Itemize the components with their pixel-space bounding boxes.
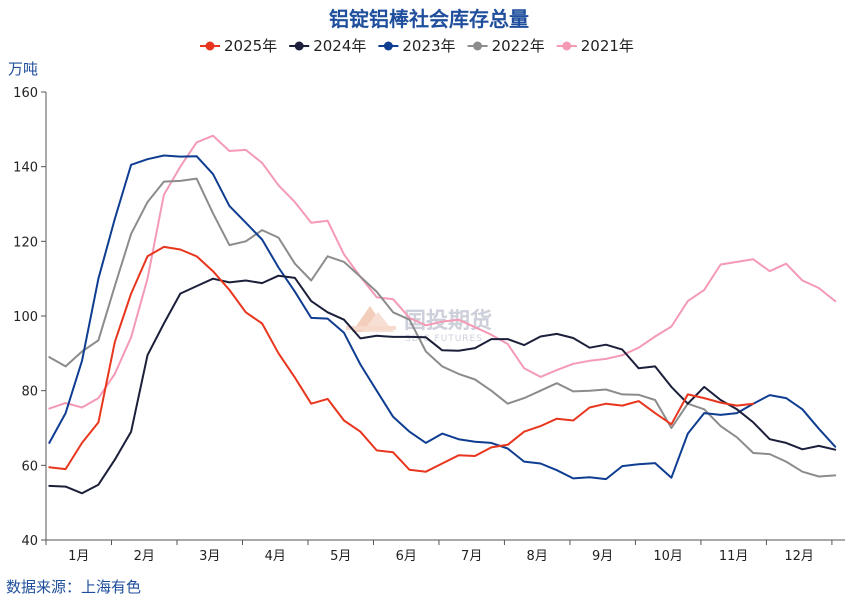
x-tick-label: 1月 bbox=[68, 549, 89, 564]
x-tick-label: 9月 bbox=[592, 549, 613, 564]
x-tick-label: 4月 bbox=[265, 549, 286, 564]
x-tick-label: 3月 bbox=[199, 549, 220, 564]
legend-label: 2025年 bbox=[224, 37, 277, 55]
watermark-logo-icon bbox=[346, 306, 396, 332]
legend-label: 2022年 bbox=[492, 37, 545, 55]
x-tick-label: 11月 bbox=[719, 549, 749, 564]
y-axis-ticks: 40 60 80 100 120 140 160 bbox=[13, 86, 46, 549]
legend-marker bbox=[473, 41, 483, 51]
series-line-2021年 bbox=[48, 134, 837, 410]
y-tick-label: 160 bbox=[13, 86, 38, 101]
legend: 2025年 2024年 2023年 2022年 2021年 bbox=[200, 37, 634, 55]
chart-title: 铝锭铝棒社会库存总量 bbox=[329, 7, 529, 31]
legend-item: 2021年 bbox=[556, 37, 634, 55]
legend-item: 2023年 bbox=[378, 37, 456, 55]
series-line-2025年 bbox=[48, 245, 755, 473]
x-tick-label: 2月 bbox=[134, 549, 155, 564]
legend-item: 2024年 bbox=[289, 37, 366, 55]
y-axis-unit: 万吨 bbox=[8, 60, 38, 78]
x-tick-label: 12月 bbox=[784, 549, 814, 564]
x-tick-label: 7月 bbox=[461, 549, 482, 564]
legend-item: 2022年 bbox=[467, 37, 545, 55]
legend-marker bbox=[205, 41, 215, 51]
series-line-2023年 bbox=[48, 154, 837, 481]
legend-label: 2023年 bbox=[402, 37, 455, 55]
y-tick-label: 40 bbox=[21, 534, 38, 549]
y-tick-label: 140 bbox=[13, 161, 38, 176]
x-tick-label: 5月 bbox=[330, 549, 351, 564]
y-tick-label: 100 bbox=[13, 310, 38, 325]
x-tick-label: 10月 bbox=[653, 549, 683, 564]
legend-item: 2025年 bbox=[200, 37, 277, 55]
legend-marker bbox=[294, 41, 304, 51]
legend-marker bbox=[562, 41, 572, 51]
y-tick-label: 80 bbox=[21, 385, 38, 400]
data-source: 数据来源：上海有色 bbox=[6, 578, 141, 596]
legend-marker bbox=[383, 41, 393, 51]
y-tick-label: 60 bbox=[21, 459, 38, 474]
series-line-2024年 bbox=[48, 274, 837, 495]
legend-label: 2021年 bbox=[581, 37, 634, 55]
x-tick-label: 6月 bbox=[396, 549, 417, 564]
series-group bbox=[48, 134, 837, 495]
y-tick-label: 120 bbox=[13, 235, 38, 250]
x-axis-ticks: 1月 2月 3月 4月 5月 6月 7月 8月 9月 10月 11月 12月 bbox=[45, 540, 833, 564]
legend-label: 2024年 bbox=[313, 37, 366, 55]
series-line-2022年 bbox=[48, 177, 837, 478]
x-tick-label: 8月 bbox=[527, 549, 548, 564]
watermark-subtext: SDIC FUTURES bbox=[405, 334, 483, 344]
